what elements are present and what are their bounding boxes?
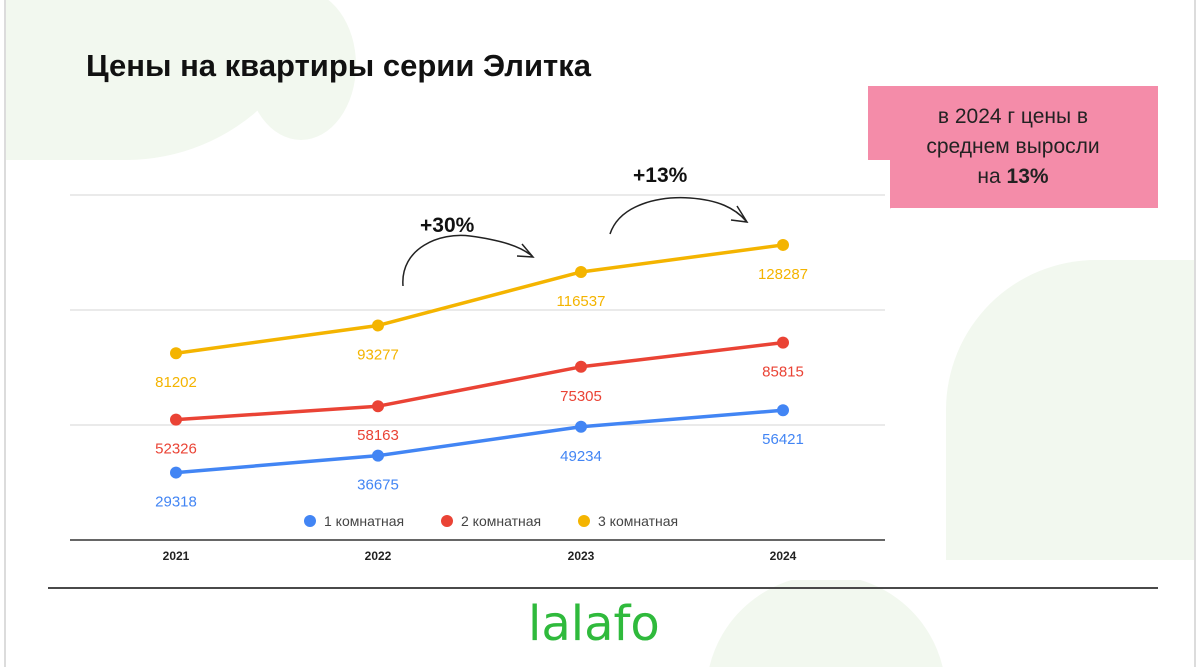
data-label: 49234 [560, 448, 602, 465]
data-point [575, 265, 587, 278]
chart-area [70, 160, 890, 580]
data-point [777, 336, 789, 349]
page-title: Цены на квартиры серии Элитка [86, 48, 591, 83]
data-point [372, 449, 384, 462]
data-label: 56421 [762, 431, 804, 448]
x-tick-label: 2021 [163, 549, 190, 563]
data-label: 81202 [155, 374, 197, 391]
data-point [170, 413, 182, 426]
data-label: 75305 [560, 388, 602, 405]
growth-arrow [609, 196, 747, 235]
callout-text: на [977, 165, 1007, 188]
data-point [575, 420, 587, 433]
arrow-head [516, 243, 535, 258]
series-line [174, 340, 785, 422]
legend-marker [441, 515, 453, 527]
data-point [372, 400, 384, 413]
legend-marker [578, 515, 590, 527]
arrow-head [730, 205, 749, 223]
x-tick-label: 2024 [770, 549, 797, 563]
data-point [170, 466, 182, 479]
x-tick-label: 2022 [365, 549, 392, 563]
data-point [170, 347, 182, 360]
growth-annotation: +30% [420, 214, 475, 237]
data-label: 58163 [357, 427, 399, 444]
legend-marker [304, 515, 316, 527]
slide [4, 0, 1196, 667]
data-label: 93277 [357, 346, 399, 363]
callout-line: среднем выросли [926, 135, 1100, 158]
footer-divider [48, 587, 1158, 589]
lalafo-logo: lalafo [528, 596, 660, 652]
data-point [372, 319, 384, 332]
legend-label: 3 комнатная [598, 513, 678, 529]
data-point [777, 404, 789, 417]
data-label: 85815 [762, 364, 804, 381]
growth-arrow [402, 234, 533, 287]
data-label: 128287 [758, 266, 808, 283]
data-label: 36675 [357, 477, 399, 494]
x-tick-label: 2023 [568, 549, 595, 563]
growth-annotation: +13% [633, 164, 688, 187]
data-label: 52326 [155, 441, 197, 458]
data-point [575, 360, 587, 373]
legend-label: 2 комнатная [461, 513, 541, 529]
background-shape [946, 260, 1194, 560]
series-line [174, 243, 785, 355]
data-label: 29318 [155, 494, 197, 511]
data-point [777, 238, 789, 251]
legend-label: 1 комнатная [324, 513, 404, 529]
data-label: 116537 [557, 293, 606, 310]
series-line [174, 408, 785, 475]
callout-highlight: 13% [1006, 165, 1049, 188]
callout-line: в 2024 г цены в [937, 105, 1089, 128]
background-shape [246, 0, 356, 140]
callout-line: на 13% [868, 162, 1158, 192]
callout-box: в 2024 г цены в среднем выросли на 13% [868, 86, 1158, 208]
